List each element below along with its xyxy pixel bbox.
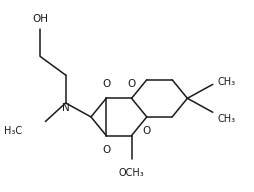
Text: N: N (62, 103, 70, 113)
Text: O: O (102, 145, 110, 155)
Text: CH₃: CH₃ (218, 114, 236, 124)
Text: CH₃: CH₃ (218, 77, 236, 87)
Text: OH: OH (32, 14, 48, 24)
Text: O: O (128, 79, 136, 89)
Text: H₃C: H₃C (4, 126, 23, 136)
Text: O: O (102, 79, 110, 89)
Text: OCH₃: OCH₃ (119, 168, 145, 178)
Text: O: O (143, 126, 151, 136)
